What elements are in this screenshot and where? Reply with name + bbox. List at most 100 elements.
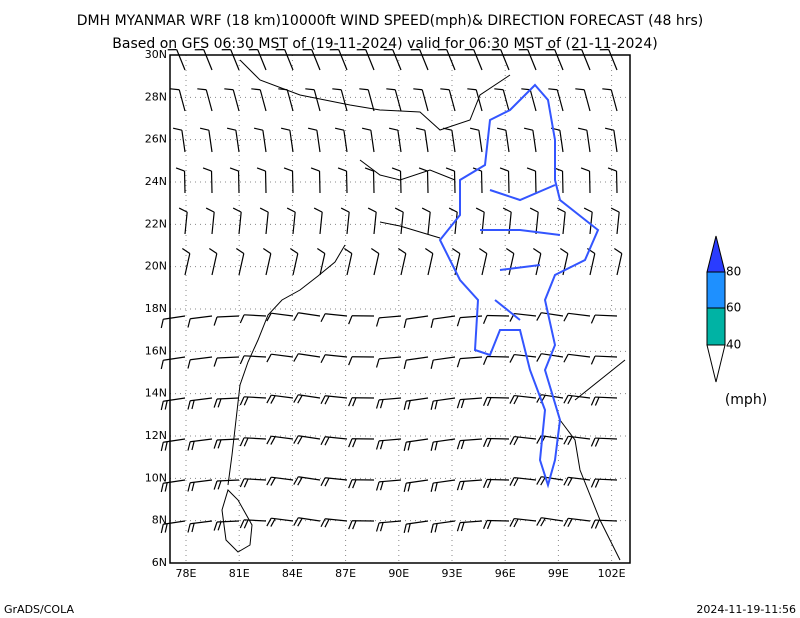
- barb-feather: [456, 317, 461, 327]
- barb-shaft: [190, 315, 213, 320]
- barb-feather: [266, 353, 272, 363]
- barb-shaft: [259, 89, 267, 112]
- barb-shaft: [460, 356, 483, 360]
- barb-shaft: [568, 353, 591, 358]
- barb-feather: [344, 248, 353, 255]
- barb-shaft: [257, 49, 267, 71]
- barb-shaft: [433, 315, 456, 320]
- lat-label: 20N: [145, 260, 167, 273]
- barb-feather: [160, 360, 164, 370]
- barb-feather: [239, 437, 245, 447]
- barb-feather: [239, 314, 245, 324]
- barb-shaft: [589, 212, 593, 235]
- barb-feather: [482, 397, 488, 407]
- lon-label: 96E: [495, 567, 516, 580]
- barb-shaft: [211, 253, 218, 276]
- barb-shaft: [346, 212, 350, 235]
- barb-shaft: [478, 130, 483, 153]
- barb-feather: [434, 523, 438, 533]
- barb-feather: [540, 477, 546, 486]
- barb-feather: [526, 167, 536, 172]
- barb-feather: [594, 397, 600, 406]
- barb-feather: [379, 522, 384, 532]
- barb-shaft: [541, 312, 564, 317]
- barb-feather: [160, 483, 164, 493]
- barb-feather: [178, 207, 188, 213]
- barb-shaft: [427, 212, 431, 235]
- barb-shaft: [286, 89, 294, 112]
- barb-feather: [217, 480, 222, 490]
- barb-feather: [482, 479, 488, 489]
- barb-shaft: [392, 49, 402, 71]
- barb-feather: [434, 400, 438, 410]
- barb-feather: [352, 397, 357, 407]
- barb-feather: [580, 167, 590, 172]
- barb-feather: [379, 481, 384, 491]
- barb-shaft: [397, 130, 402, 153]
- lat-label: 14N: [145, 387, 167, 400]
- barb-feather: [286, 207, 296, 213]
- barb-feather: [563, 436, 569, 445]
- legend-label: 60: [726, 301, 741, 315]
- barb-feather: [604, 127, 615, 131]
- barb-shaft: [316, 130, 321, 153]
- barb-shaft: [271, 353, 294, 358]
- barb-feather: [266, 517, 272, 527]
- barb-feather: [513, 518, 519, 528]
- barb-feather: [379, 440, 384, 450]
- barb-shaft: [427, 253, 434, 276]
- barb-feather: [563, 313, 569, 322]
- barb-feather: [536, 353, 542, 362]
- barb-shaft: [394, 89, 402, 112]
- barb-feather: [236, 248, 245, 255]
- barb-shaft: [448, 89, 456, 112]
- legend-cap-bottom: [706, 344, 726, 383]
- barb-shaft: [190, 520, 213, 525]
- barb-feather: [563, 354, 569, 363]
- barb-feather: [213, 357, 218, 367]
- barb-shaft: [421, 89, 429, 112]
- barb-shaft: [505, 130, 510, 153]
- barb-feather: [197, 88, 207, 91]
- barb-feather: [567, 395, 573, 405]
- barb-feather: [375, 522, 380, 532]
- barb-feather: [602, 88, 612, 91]
- barb-shaft: [406, 397, 429, 402]
- barb-feather: [293, 394, 299, 403]
- barb-feather: [563, 395, 569, 404]
- barb-feather: [577, 127, 588, 131]
- barb-feather: [407, 523, 411, 533]
- barb-feather: [293, 476, 299, 485]
- barb-feather: [523, 127, 534, 131]
- barb-feather: [594, 479, 600, 488]
- barb-feather: [456, 358, 461, 368]
- barb-feather: [563, 518, 569, 527]
- barb-feather: [324, 395, 330, 405]
- barb-feather: [293, 312, 299, 321]
- barb-shaft: [230, 49, 240, 71]
- barb-feather: [509, 477, 515, 486]
- barb-feather: [509, 436, 515, 445]
- barb-feather: [324, 477, 330, 487]
- barb-shaft: [541, 353, 564, 358]
- barb-feather: [256, 167, 266, 172]
- barb-feather: [317, 248, 326, 255]
- barb-feather: [164, 400, 168, 410]
- barb-shaft: [594, 355, 618, 358]
- barb-shaft: [583, 89, 591, 112]
- barb-shaft: [527, 49, 537, 71]
- barb-feather: [486, 438, 492, 448]
- barb-feather: [290, 248, 299, 255]
- barb-feather: [482, 315, 488, 325]
- barb-feather: [293, 435, 299, 444]
- barb-feather: [594, 438, 600, 447]
- barb-feather: [430, 482, 434, 492]
- barb-feather: [205, 207, 215, 213]
- barb-shaft: [284, 49, 294, 71]
- barb-feather: [548, 88, 558, 91]
- title: DMH MYANMAR WRF (18 km)10000ft WIND SPEE…: [77, 13, 703, 29]
- lon-label: 84E: [282, 567, 303, 580]
- barb-feather: [337, 167, 347, 172]
- barb-feather: [460, 440, 465, 450]
